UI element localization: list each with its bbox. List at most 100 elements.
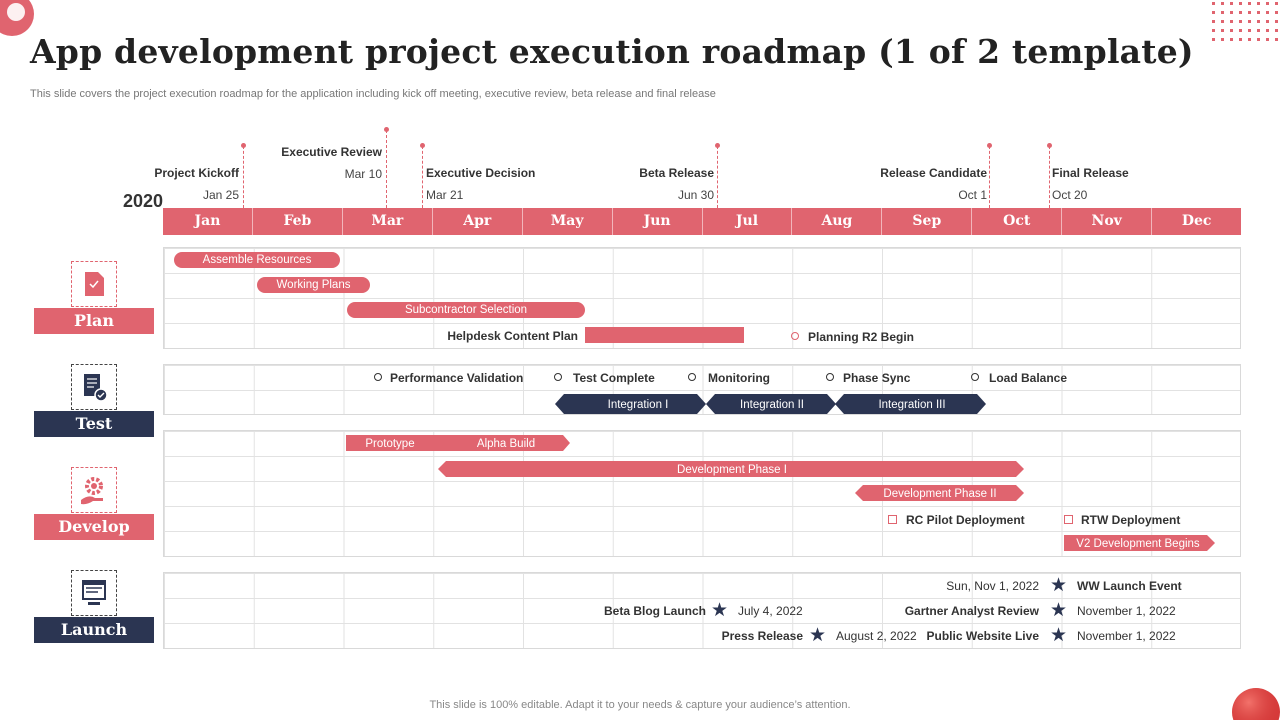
task-label: Alpha Build xyxy=(477,438,535,450)
decorative-dot xyxy=(1248,29,1251,32)
test-milestone: Load Balance xyxy=(989,371,1068,385)
decorative-dot xyxy=(1230,11,1233,14)
decorative-dot xyxy=(1221,20,1224,23)
task-label: Development Phase II xyxy=(883,488,996,500)
task-label: Development Phase I xyxy=(677,464,787,476)
test-milestone: Monitoring xyxy=(708,371,770,385)
milestone-line xyxy=(1049,146,1050,208)
decorative-dot xyxy=(1230,2,1233,5)
milestone-date: Jan 25 xyxy=(202,188,239,202)
decorative-dot xyxy=(1248,38,1251,41)
decorative-dot xyxy=(1230,29,1233,32)
decorative-dot xyxy=(1221,38,1224,41)
milestone-date: Oct 20 xyxy=(1052,188,1088,202)
integration-label: Integration III xyxy=(878,399,945,411)
milestone-line xyxy=(989,146,990,208)
document-icon xyxy=(85,272,104,296)
decorative-dot xyxy=(1257,29,1260,32)
corner-decoration-bottom-right xyxy=(1232,688,1280,720)
decorative-dot xyxy=(1275,20,1278,23)
milestone-label: Project Kickoff xyxy=(154,166,239,180)
month-sep: Sep xyxy=(882,208,973,235)
milestone-label: Final Release xyxy=(1052,166,1129,180)
decorative-dot xyxy=(1275,38,1278,41)
milestone-dot xyxy=(241,143,246,148)
launch-label: Press Release xyxy=(721,629,803,643)
dot-grid-decoration xyxy=(1212,2,1278,41)
year-label: 2020 xyxy=(123,191,164,211)
category-plan: Plan xyxy=(34,308,154,334)
decorative-dot xyxy=(1275,11,1278,14)
month-jun: Jun xyxy=(613,208,703,235)
decorative-dot xyxy=(1239,20,1242,23)
launch-date: November 1, 2022 xyxy=(1077,629,1176,643)
deployment-marker xyxy=(1064,515,1073,524)
decorative-dot xyxy=(1257,20,1260,23)
task-bar: Subcontractor Selection xyxy=(347,302,585,318)
milestone-marker xyxy=(791,332,799,340)
star-icon: ★ xyxy=(809,625,827,646)
launch-label: Beta Blog Launch xyxy=(603,604,706,618)
integration-arrows: Integration I Integration II Integration… xyxy=(555,394,986,414)
footer-note: This slide is 100% editable. Adapt it to… xyxy=(429,699,851,711)
decorative-dot xyxy=(1221,29,1224,32)
decorative-dot xyxy=(1266,2,1269,5)
decorative-dot xyxy=(1212,38,1215,41)
decorative-dot xyxy=(1266,29,1269,32)
milestone-line xyxy=(717,146,718,208)
decorative-dot xyxy=(1248,11,1251,14)
decorative-dot xyxy=(1257,38,1260,41)
milestone-marker xyxy=(374,373,382,381)
decorative-dot xyxy=(1230,38,1233,41)
decorative-dot xyxy=(1275,29,1278,32)
milestone-date: Mar 21 xyxy=(426,188,464,202)
decorative-dot xyxy=(1248,20,1251,23)
task-label: Planning R2 Begin xyxy=(808,330,915,344)
decorative-dot xyxy=(1257,2,1260,5)
milestone-line xyxy=(422,146,423,208)
month-apr: Apr xyxy=(433,208,523,235)
task-bar: Working Plans xyxy=(257,277,370,293)
milestone-marker xyxy=(971,373,979,381)
page-subtitle: This slide covers the project execution … xyxy=(30,88,716,100)
milestone-marker xyxy=(554,373,562,381)
task-label: Helpdesk Content Plan xyxy=(447,329,578,343)
star-icon: ★ xyxy=(1050,600,1068,621)
launch-date: July 4, 2022 xyxy=(738,604,803,618)
page-title: App development project execution roadma… xyxy=(30,32,1194,71)
develop-category-icon xyxy=(71,467,117,513)
develop-bars: Prototype Alpha Build Development Phase … xyxy=(346,435,1215,551)
corner-decoration-top-left xyxy=(0,0,34,36)
develop-grid xyxy=(163,430,1241,557)
test-milestone: Performance Validation xyxy=(390,371,524,385)
milestone-line xyxy=(386,130,387,208)
decorative-dot xyxy=(1212,20,1215,23)
milestone-marker xyxy=(826,373,834,381)
milestone-dot xyxy=(1047,143,1052,148)
launch-date: November 1, 2022 xyxy=(1077,604,1176,618)
test-milestone: Phase Sync xyxy=(843,371,911,385)
month-oct: Oct xyxy=(972,208,1063,235)
launch-label: WW Launch Event xyxy=(1077,579,1182,593)
month-feb: Feb xyxy=(253,208,343,235)
milestone-label: Executive Review xyxy=(281,145,382,159)
decorative-dot xyxy=(1212,29,1215,32)
decorative-dot xyxy=(1266,38,1269,41)
launch-label: Gartner Analyst Review xyxy=(904,604,1039,618)
star-icon: ★ xyxy=(711,600,729,621)
decorative-dot xyxy=(1212,11,1215,14)
task-label: Prototype xyxy=(365,438,414,450)
category-launch: Launch xyxy=(34,617,154,643)
decorative-dot xyxy=(1257,11,1260,14)
category-test: Test xyxy=(34,411,154,437)
plan-category-icon xyxy=(71,261,117,307)
launch-date: Sun, Nov 1, 2022 xyxy=(946,579,1039,593)
launch-grid xyxy=(163,572,1241,649)
star-icon: ★ xyxy=(1050,625,1068,646)
checklist-icon xyxy=(84,374,108,402)
milestone-date: Mar 10 xyxy=(344,167,382,181)
launch-label: Public Website Live xyxy=(926,629,1039,643)
milestone-dot xyxy=(384,127,389,132)
decorative-dot xyxy=(1266,11,1269,14)
decorative-dot xyxy=(1248,2,1251,5)
